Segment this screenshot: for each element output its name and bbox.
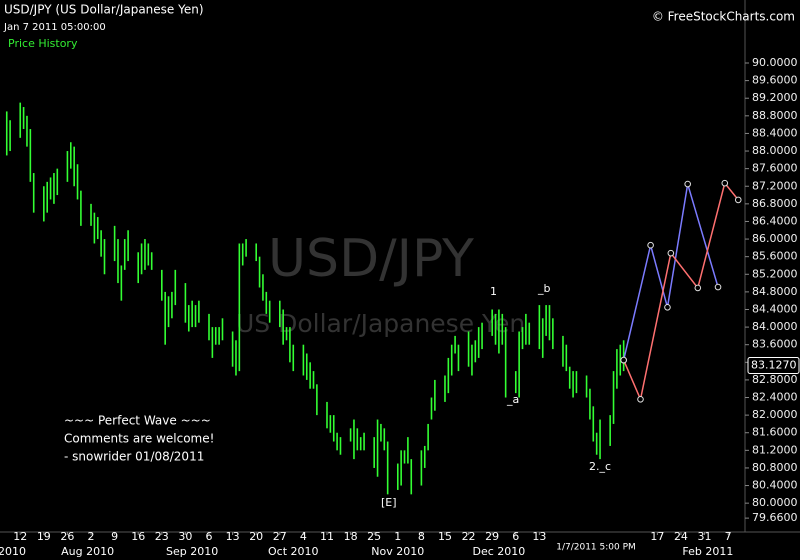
projection-point [667,249,675,257]
comment-line: ~~~ Perfect Wave ~~~ [64,414,211,428]
x-major-label: 2010 [0,545,26,558]
projection-point [734,196,742,204]
x-tick-label: 13 [226,530,240,543]
x-tick-label: 7 [725,530,732,543]
y-tick-label: 82.0000 [752,408,798,421]
x-tick-label: 18 [344,530,358,543]
y-tick-label: 88.0000 [752,144,798,157]
x-tick-label: 12 [13,530,27,543]
x-tick-label: 30 [178,530,192,543]
x-tick-label: 24 [674,530,688,543]
y-tick-label: 84.0000 [752,320,798,333]
x-tick-label: 19 [37,530,51,543]
x-tick-label: 26 [60,530,74,543]
y-tick-label: 87.2000 [752,179,798,192]
x-major-label: Sep 2010 [166,545,218,558]
projection-point [647,241,654,249]
x-tick-label: 17 [650,530,664,543]
copyright: © FreeStockCharts.com [652,10,795,24]
x-tick-label: 6 [206,530,213,543]
x-tick-label: 2 [88,530,95,543]
y-tick-label: 80.0000 [752,496,798,509]
x-tick-label: 25 [367,530,381,543]
x-major-label: Dec 2010 [473,545,526,558]
x-tick-label: 9 [111,530,118,543]
comment-line: Comments are welcome! [64,432,214,446]
last-price-label: 83.1270 [751,359,797,372]
projection-point [620,356,627,364]
cursor-label: 1/7/2011 5:00 PM [556,543,636,553]
x-tick-label: 13 [532,530,546,543]
x-tick-label: 23 [155,530,169,543]
wave-label: [E] [381,496,397,509]
series-name: Price History [8,37,78,50]
y-tick-label: 86.8000 [752,197,798,210]
x-tick-label: 6 [512,530,519,543]
x-tick-label: 22 [462,530,476,543]
x-major-label: Feb 2011 [682,545,733,558]
x-tick-label: 31 [698,530,712,543]
y-tick-label: 89.2000 [752,91,798,104]
x-major-label: Oct 2010 [268,545,319,558]
y-tick-label: 81.6000 [752,426,798,439]
y-tick-label: 82.8000 [752,373,798,386]
x-tick-label: 16 [131,530,145,543]
y-tick-label: 88.8000 [752,109,798,122]
x-major-label: Nov 2010 [371,545,424,558]
x-tick-label: 8 [418,530,425,543]
projection-line [622,181,739,402]
y-tick-label: 80.8000 [752,461,798,474]
x-tick-label: 27 [273,530,287,543]
y-tick-label: 85.6000 [752,250,798,263]
x-tick-label: 1 [394,530,401,543]
y-tick-label: 81.2000 [752,443,798,456]
y-tick-label: 82.4000 [752,391,798,404]
y-tick-label: 83.6000 [752,338,798,351]
y-tick-label: 89.6000 [752,74,798,87]
watermark: USD/JPY [268,229,474,289]
y-tick-label: 79.6600 [752,511,798,524]
x-tick-label: 4 [300,530,307,543]
wave-label: _b [537,282,551,295]
y-tick-label: 90.0000 [752,56,798,69]
projection-point [721,179,729,187]
header-title: USD/JPY (US Dollar/Japanese Yen) [4,3,204,17]
y-tick-label: 80.4000 [752,479,798,492]
y-tick-label: 86.0000 [752,232,798,245]
projection-point [664,303,671,311]
x-major-label: Aug 2010 [61,545,114,558]
watermark: US Dollar/Japanese Yen [236,309,525,338]
wave-label: _a [506,393,519,406]
y-tick-label: 88.4000 [752,126,798,139]
wave-label: 2._c [589,460,611,473]
timestamp: Jan 7 2011 05:00:00 [3,22,106,33]
y-tick-label: 84.4000 [752,302,798,315]
wave-label: 1 [490,285,497,298]
projection-point [684,180,691,188]
projection-line [622,183,719,361]
projection-point [637,395,644,403]
x-tick-label: 29 [485,530,499,543]
y-tick-label: 86.4000 [752,214,798,227]
x-tick-label: 15 [438,530,452,543]
y-tick-label: 87.6000 [752,162,798,175]
x-tick-label: 20 [249,530,263,543]
last-price-box [747,357,800,375]
x-tick-label: 11 [320,530,334,543]
y-tick-label: 85.2000 [752,267,798,280]
comment-line: - snowrider 01/08/2011 [64,450,204,464]
projection-point [714,283,722,291]
projection-point [694,284,702,292]
y-tick-label: 84.8000 [752,285,798,298]
